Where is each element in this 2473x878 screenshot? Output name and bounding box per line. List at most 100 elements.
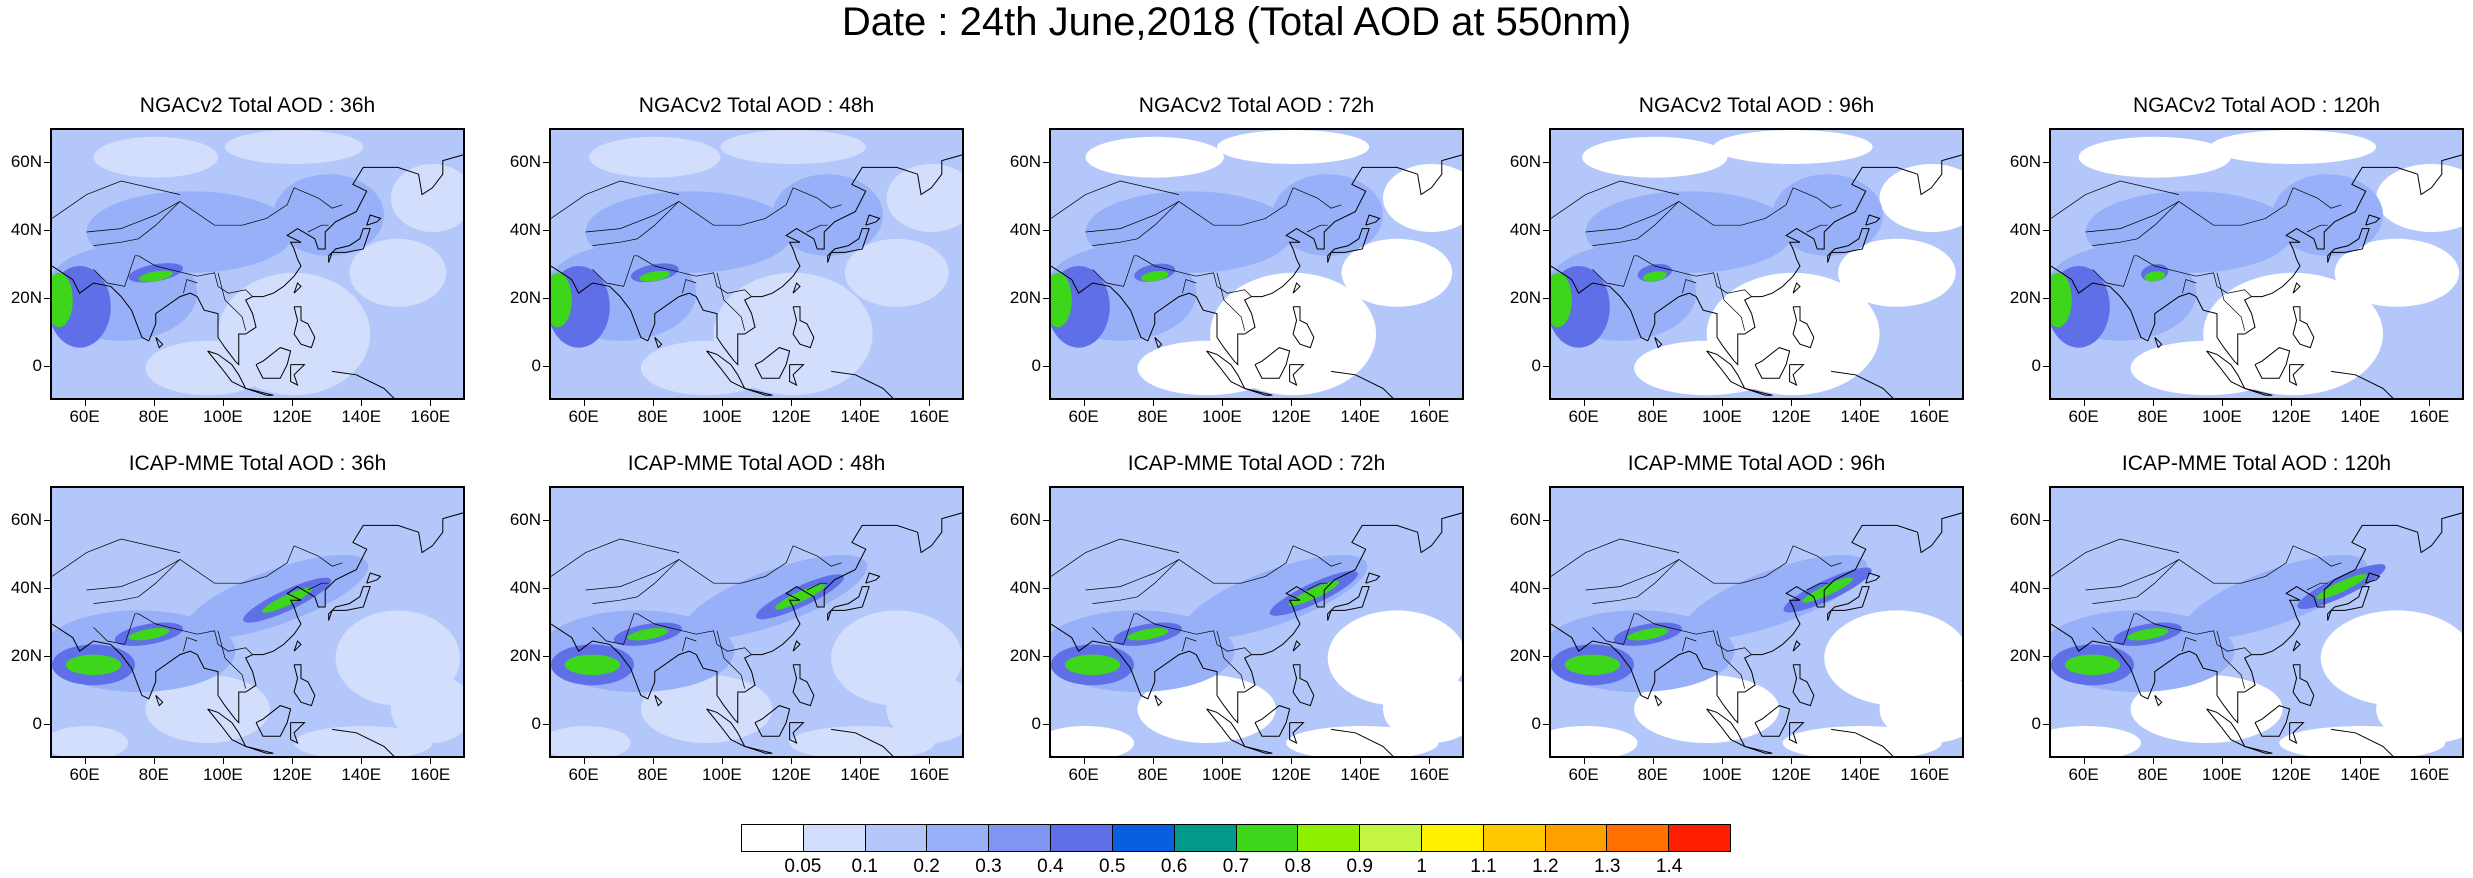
lon-tick-label: 100E bbox=[1202, 407, 1242, 426]
low-aod-area bbox=[2376, 675, 2462, 743]
lat-tick-label: 40N bbox=[1009, 578, 1041, 597]
coastline bbox=[2051, 512, 2462, 724]
country-border bbox=[183, 279, 198, 294]
lat-tick-mark bbox=[44, 724, 50, 725]
colorbar-label: 0.4 bbox=[1037, 856, 1064, 877]
lat-tick-label: 40N bbox=[2009, 578, 2041, 597]
lon-tick-label: 120E bbox=[1271, 407, 1311, 426]
aod-map bbox=[2049, 486, 2464, 758]
lon-tick-mark bbox=[361, 400, 363, 406]
country-border bbox=[637, 255, 752, 297]
lon-tick-label: 140E bbox=[2340, 765, 2381, 784]
low-aod-area bbox=[145, 340, 270, 396]
country-border bbox=[551, 180, 680, 219]
coastline bbox=[1551, 512, 1962, 724]
coastline bbox=[2327, 586, 2370, 621]
country-border bbox=[1306, 224, 1328, 233]
colorbar-cell bbox=[1483, 825, 1546, 851]
coastline bbox=[2244, 387, 2273, 396]
lon-tick-mark bbox=[2429, 400, 2431, 406]
lon-tick-mark bbox=[2360, 758, 2362, 764]
lat-tick-mark bbox=[44, 656, 50, 657]
coastline bbox=[2292, 664, 2315, 707]
lon-tick-label: 160E bbox=[1409, 765, 1450, 784]
low-aod-area bbox=[294, 726, 433, 756]
lon-tick-label: 80E bbox=[1137, 407, 1168, 426]
country-border bbox=[2092, 545, 2342, 604]
coastline bbox=[1254, 705, 1291, 737]
lon-tick-mark bbox=[1929, 758, 1931, 764]
country-border bbox=[86, 201, 181, 233]
lon-tick-mark bbox=[1860, 400, 1862, 406]
coastline bbox=[245, 745, 274, 754]
coastline bbox=[1706, 350, 1746, 390]
colorbar-label: 0.1 bbox=[851, 856, 878, 877]
east-asia-plume bbox=[1772, 174, 1883, 256]
coastline bbox=[328, 586, 371, 621]
coastline bbox=[1706, 708, 1746, 748]
country-border bbox=[307, 224, 329, 233]
lat-tick-mark bbox=[44, 366, 50, 367]
country-border bbox=[1092, 613, 1138, 645]
coastline bbox=[255, 347, 292, 379]
lon-tick-label: 60E bbox=[568, 407, 599, 426]
coastline bbox=[155, 695, 164, 707]
coastline bbox=[754, 347, 791, 379]
indo-gangetic-core bbox=[1141, 270, 1169, 282]
lon-tick-mark bbox=[1360, 758, 1362, 764]
high-aod-core bbox=[1051, 272, 1072, 328]
aod-field bbox=[2051, 130, 2462, 398]
coastline bbox=[293, 282, 302, 294]
lon-tick-label: 80E bbox=[1637, 765, 1668, 784]
lat-tick-mark bbox=[1543, 366, 1549, 367]
lon-tick-mark bbox=[2083, 758, 2085, 764]
coastline bbox=[1831, 728, 1894, 756]
low-aod-area bbox=[1383, 675, 1462, 743]
china-plume bbox=[2184, 554, 2368, 639]
lat-tick-mark bbox=[543, 656, 549, 657]
lat-tick-label: 0 bbox=[32, 714, 42, 733]
east-asia-plume bbox=[772, 174, 883, 256]
lon-tick-mark bbox=[1583, 400, 1585, 406]
country-border bbox=[52, 180, 181, 219]
east-asia-plume bbox=[2272, 174, 2383, 256]
coastline bbox=[789, 364, 805, 386]
country-border bbox=[1182, 637, 1197, 652]
lon-tick-mark bbox=[2429, 758, 2431, 764]
coastline bbox=[1744, 745, 1773, 754]
coastline bbox=[706, 350, 746, 390]
north-china-core bbox=[774, 584, 826, 610]
indo-gangetic-core bbox=[128, 628, 170, 641]
lat-tick-mark bbox=[543, 298, 549, 299]
lon-tick-label: 160E bbox=[1909, 407, 1950, 426]
indo-gangetic-core bbox=[627, 628, 669, 641]
panel-title: ICAP-MME Total AOD : 96h bbox=[1627, 452, 1886, 475]
lon-tick-mark bbox=[791, 758, 793, 764]
country-border bbox=[138, 255, 253, 297]
lon-tick-label: 160E bbox=[2409, 407, 2450, 426]
lat-tick-label: 20N bbox=[509, 646, 541, 665]
coastline bbox=[245, 387, 274, 396]
lat-tick-label: 40N bbox=[1009, 220, 1041, 239]
coastline bbox=[1831, 370, 1894, 398]
indo-gangetic-core bbox=[2144, 271, 2166, 282]
coastline bbox=[1289, 364, 1305, 386]
coastline bbox=[1244, 745, 1273, 754]
lon-tick-label: 60E bbox=[568, 765, 599, 784]
coastline bbox=[293, 306, 316, 349]
lat-tick-label: 40N bbox=[509, 578, 541, 597]
coastline bbox=[551, 512, 962, 724]
east-asia-plume bbox=[1272, 174, 1383, 256]
lon-tick-label: 140E bbox=[1840, 765, 1881, 784]
country-border bbox=[2137, 255, 2252, 297]
china-plume bbox=[1184, 554, 1368, 639]
lon-tick-mark bbox=[1652, 758, 1654, 764]
coastline bbox=[1365, 572, 1381, 584]
lat-tick-label: 0 bbox=[2031, 356, 2041, 375]
lon-tick-label: 80E bbox=[138, 765, 169, 784]
lon-tick-mark bbox=[1429, 400, 1431, 406]
coastline bbox=[2289, 722, 2305, 744]
aod-field bbox=[2051, 488, 2462, 756]
aod-map bbox=[1549, 486, 1964, 758]
high-aod-core bbox=[2051, 272, 2072, 328]
